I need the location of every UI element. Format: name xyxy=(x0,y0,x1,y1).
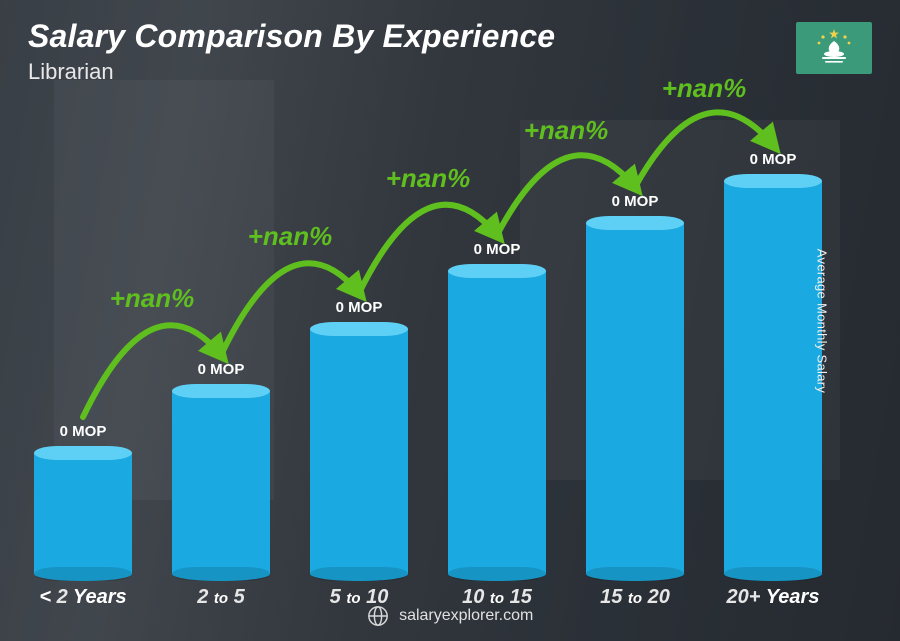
bar xyxy=(34,446,132,581)
chart-header: Salary Comparison By Experience Libraria… xyxy=(28,18,555,85)
chart-title: Salary Comparison By Experience xyxy=(28,18,555,55)
bar xyxy=(586,216,684,581)
bar xyxy=(724,174,822,581)
chart-subtitle: Librarian xyxy=(28,59,555,85)
growth-arc: +nan% xyxy=(609,65,799,213)
footer-site: salaryexplorer.com xyxy=(399,607,533,624)
bar-chart: 0 MOP< 2 Years0 MOP2 to 5+nan%0 MOP5 to … xyxy=(30,91,848,581)
flag-emblem-icon xyxy=(813,27,855,69)
growth-label: +nan% xyxy=(662,73,747,103)
growth-label: +nan% xyxy=(386,163,471,193)
footer: salaryexplorer.com xyxy=(0,605,900,627)
growth-label: +nan% xyxy=(524,115,609,145)
y-axis-label: Average Monthly Salary xyxy=(814,248,829,392)
growth-label: +nan% xyxy=(248,221,333,251)
globe-icon xyxy=(367,605,389,627)
bar-group: 0 MOP20+ Years xyxy=(724,151,822,581)
growth-label: +nan% xyxy=(110,283,195,313)
bar-group: 0 MOP< 2 Years xyxy=(34,423,132,581)
macau-flag xyxy=(796,22,872,74)
